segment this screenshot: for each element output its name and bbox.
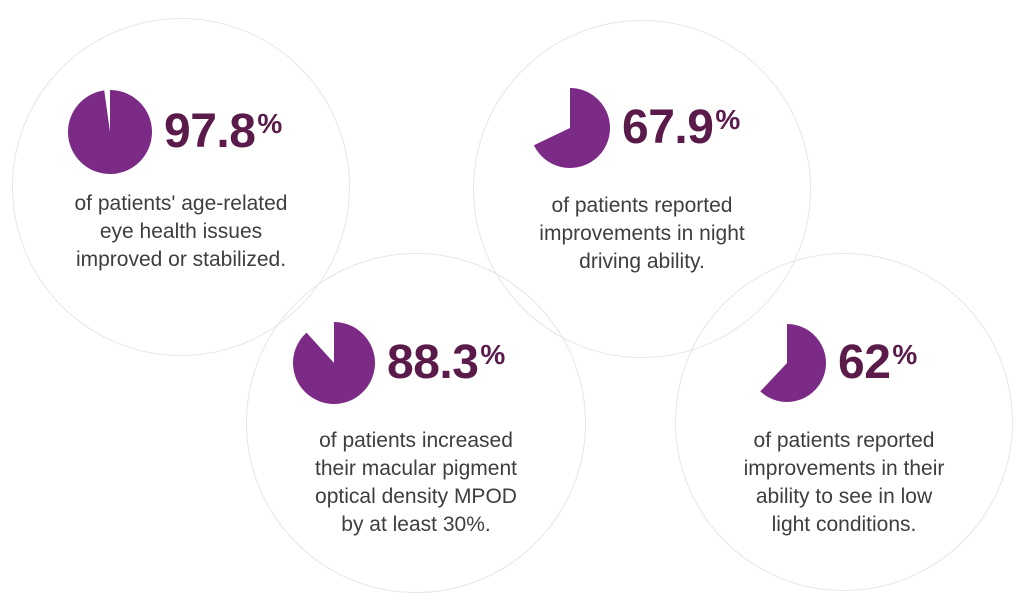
stat-2-percentage: 67.9 % (622, 104, 740, 152)
stat-1-pie-slice (68, 90, 152, 174)
stat-4-pie (760, 324, 826, 402)
stat-3-caption: of patients increased their macular pigm… (315, 429, 517, 536)
stat-4-caption: of patients reported improvements in the… (743, 429, 945, 536)
stat-2-pie (533, 88, 610, 168)
stat-1-number: 97.8 (164, 105, 256, 158)
stat-bubble (473, 20, 811, 358)
stat-4-number: 62 (838, 336, 891, 389)
stat-3-unit: % (480, 339, 506, 370)
stat-1: 97.8 % (68, 90, 282, 174)
stat-1-unit: % (257, 108, 283, 139)
stat-3-percentage: 88.3 % (387, 339, 505, 387)
stat-3-pie (293, 322, 375, 404)
stat-2-unit: % (715, 104, 741, 135)
stat-bubble (12, 18, 350, 356)
stat-2-caption: of patients reported improvements in nig… (539, 194, 745, 273)
stat-2: 67.9 % (530, 88, 740, 168)
stat-4: 62 % (748, 324, 917, 402)
stat-3-number: 88.3 (387, 336, 479, 389)
stat-1-percentage: 97.8 % (164, 108, 282, 156)
stat-4-percentage: 62 % (838, 339, 917, 387)
stat-1-pie (68, 90, 152, 174)
stat-4-unit: % (892, 339, 918, 370)
stat-4-pie-slice (760, 324, 826, 402)
stat-bubble (675, 253, 1013, 591)
stat-3: 88.3 % (293, 322, 505, 404)
stat-1-caption: of patients' age-related eye health issu… (74, 192, 288, 271)
stat-bubble (246, 253, 586, 593)
stat-2-number: 67.9 (622, 101, 714, 154)
stat-2-pie-slice (533, 88, 610, 168)
stat-3-pie-slice (293, 322, 375, 404)
